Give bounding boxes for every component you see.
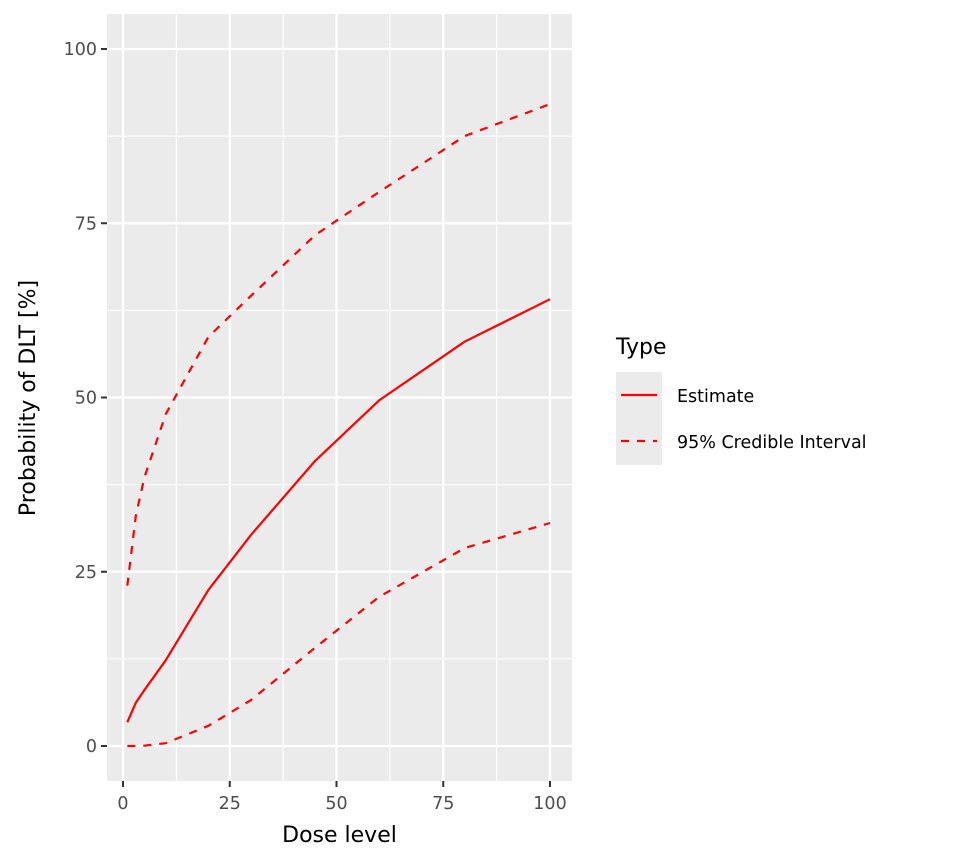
y-tick-label: 75 [75,214,97,234]
x-tick-label: 25 [219,794,241,814]
x-tick-label: 75 [432,794,454,814]
x-tick-label: 50 [325,794,347,814]
y-axis: 0 25 50 75 100 [64,40,107,757]
legend-label-credible-interval: 95% Credible Interval [677,433,867,453]
x-axis: 0 25 50 75 100 [117,781,567,814]
credible-interval-line [126,103,551,586]
legend-label-estimate: Estimate [677,387,754,407]
x-axis-title: Dose level [282,823,397,848]
estimate-line [126,298,551,723]
legend: Type Estimate 95% Credible Interval [615,335,867,465]
y-tick-label: 25 [75,563,97,583]
series-layer [126,103,551,748]
x-tick-label: 0 [117,794,128,814]
y-tick-label: 100 [64,40,97,60]
y-axis-title: Probability of DLT [%] [16,280,41,516]
legend-title: Type [615,335,667,360]
legend-key-background [616,372,662,465]
x-tick-label: 100 [533,794,566,814]
grid-major [107,14,572,781]
y-tick-label: 50 [75,389,97,409]
y-tick-label: 0 [86,737,97,757]
